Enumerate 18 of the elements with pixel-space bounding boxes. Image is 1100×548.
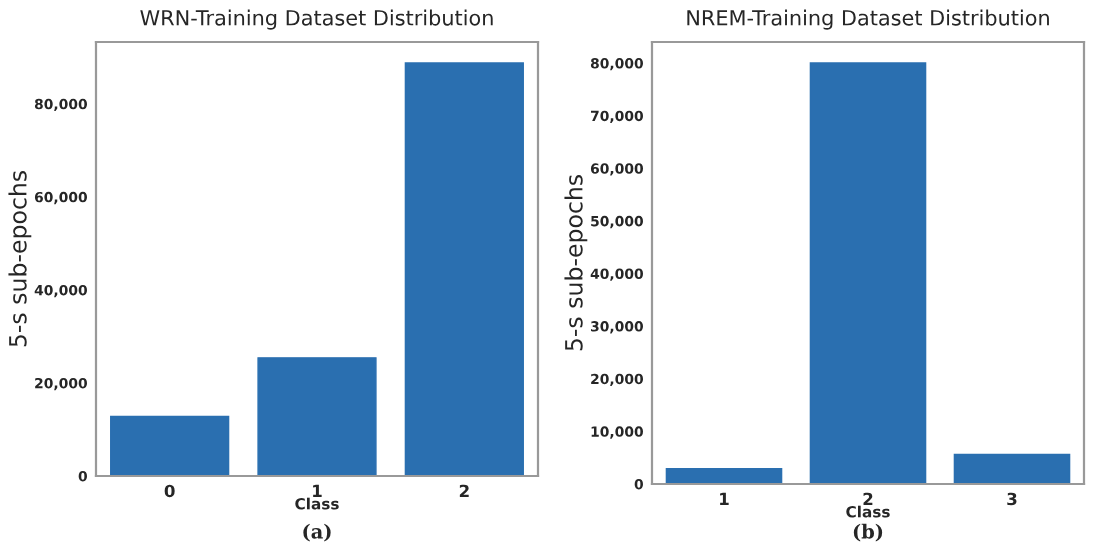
chart-title: WRN-Training Dataset Distribution xyxy=(140,9,493,30)
bar xyxy=(809,62,927,484)
text: (b) xyxy=(853,523,883,542)
chart-title: NREM-Training Dataset Distribution xyxy=(687,9,1049,30)
bar xyxy=(110,415,230,476)
bar xyxy=(665,468,783,484)
x-tick-label: 2 xyxy=(863,492,873,505)
bar xyxy=(257,357,377,476)
y-axis-title: 5-s sub-epochs xyxy=(8,170,32,347)
x-tick-label: 3 xyxy=(1007,492,1017,506)
y-axis-title: 5-s sub-epochs xyxy=(564,174,588,351)
bar xyxy=(953,453,1071,484)
bar xyxy=(404,62,524,476)
x-tick-label: 1 xyxy=(313,484,322,497)
x-tick-label: 0 xyxy=(164,484,175,498)
text: (a) xyxy=(303,523,331,542)
x-tick-label: 1 xyxy=(720,492,729,505)
x-tick-label: 2 xyxy=(459,484,469,497)
